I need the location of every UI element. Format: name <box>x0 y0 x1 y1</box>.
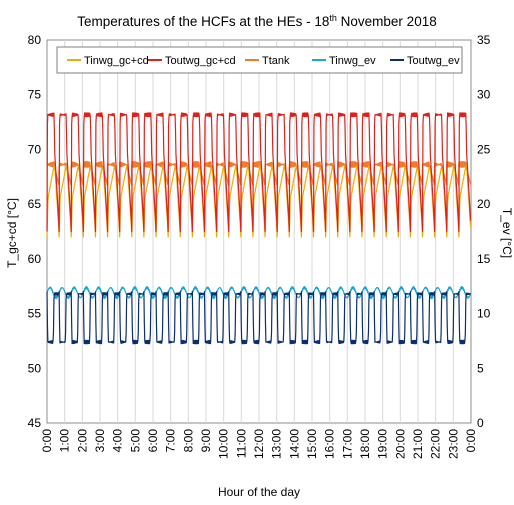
y-left-tick-label: 80 <box>28 33 42 47</box>
x-tick-label: 5:00 <box>128 429 142 453</box>
chart-title-main: Temperatures of the HCFs at the HEs - 18 <box>77 14 329 29</box>
y-right-tick-label: 30 <box>477 88 491 102</box>
x-tick-label: 2:00 <box>75 429 89 453</box>
x-tick-label: 11:00 <box>234 429 248 458</box>
legend-label: Toutwg_ev <box>407 55 460 67</box>
series-line-ttank <box>46 161 472 186</box>
x-tick-label: 4:00 <box>111 429 125 453</box>
x-tick-label: 16:00 <box>323 429 337 459</box>
x-tick-label: 12:00 <box>252 429 266 459</box>
x-tick-label: 6:00 <box>146 429 160 453</box>
x-tick-label: 0:00 <box>40 429 54 453</box>
series-line-toutwg-gc-cd <box>46 112 472 233</box>
legend-label: Toutwg_gc+cd <box>165 55 236 67</box>
y-left-tick-label: 55 <box>28 307 42 321</box>
y-axis-right-title: T_ev [°C] <box>500 208 514 258</box>
x-tick-label: 22:00 <box>429 429 443 459</box>
x-tick-label: 19:00 <box>376 429 390 459</box>
y-right-tick-label: 20 <box>477 197 491 211</box>
x-tick-label: 13:00 <box>270 429 284 459</box>
y-right-tick-label: 0 <box>477 416 484 430</box>
y-right-tick-label: 5 <box>477 361 484 375</box>
y-left-tick-label: 75 <box>28 88 42 102</box>
y-left-tick-label: 70 <box>28 142 42 156</box>
chart-title: Temperatures of the HCFs at the HEs - 18… <box>77 13 436 29</box>
legend: Tinwg_gc+cd Toutwg_gc+cd Ttank Tinwg_ev Tout… <box>56 46 463 74</box>
x-tick-label: 21:00 <box>411 429 425 459</box>
y-axis-left-title: T_gc+cd [°C] <box>5 198 19 268</box>
series-lines <box>46 112 472 345</box>
x-tick-label: 10:00 <box>217 429 231 459</box>
y-left-tick-label: 45 <box>28 416 42 430</box>
x-tick-label: 20:00 <box>393 429 407 459</box>
x-tick-label: 7:00 <box>164 429 178 453</box>
x-tick-label: 8:00 <box>181 429 195 453</box>
legend-label: Ttank <box>262 55 290 67</box>
x-tick-label: 3:00 <box>93 429 107 453</box>
x-tick-label: 1:00 <box>58 429 72 453</box>
x-tick-label: 17:00 <box>340 429 354 459</box>
x-tick-label: 18:00 <box>358 429 372 459</box>
y-right-tick-label: 10 <box>477 307 491 321</box>
axis-ticks: 0:00 1:00 2:00 3:00 4:00 5:00 6:00 7:00 8:00 9:00… <box>28 33 491 459</box>
y-left-tick-label: 60 <box>28 252 42 266</box>
y-right-tick-label: 15 <box>477 252 491 266</box>
y-left-tick-label: 50 <box>28 361 42 375</box>
chart-title-suffix: November 2018 <box>337 14 437 29</box>
x-tick-label: 9:00 <box>199 429 213 453</box>
series-line-tinwg-ev <box>46 285 472 300</box>
x-axis-title: Hour of the day <box>218 485 300 499</box>
x-tick-label: 15:00 <box>305 429 319 459</box>
y-right-tick-label: 25 <box>477 142 491 156</box>
legend-label: Tinwg_gc+cd <box>84 55 149 67</box>
gridlines <box>64 40 454 423</box>
x-tick-label: 14:00 <box>287 429 301 459</box>
legend-label: Tinwg_ev <box>329 55 376 67</box>
y-left-tick-label: 65 <box>28 197 42 211</box>
y-right-tick-label: 35 <box>477 33 491 47</box>
x-tick-label: 23:00 <box>446 429 460 459</box>
chart-title-superscript: th <box>329 13 337 23</box>
series-line-toutwg-ev <box>46 291 471 345</box>
x-tick-label: 0:00 <box>464 429 478 453</box>
